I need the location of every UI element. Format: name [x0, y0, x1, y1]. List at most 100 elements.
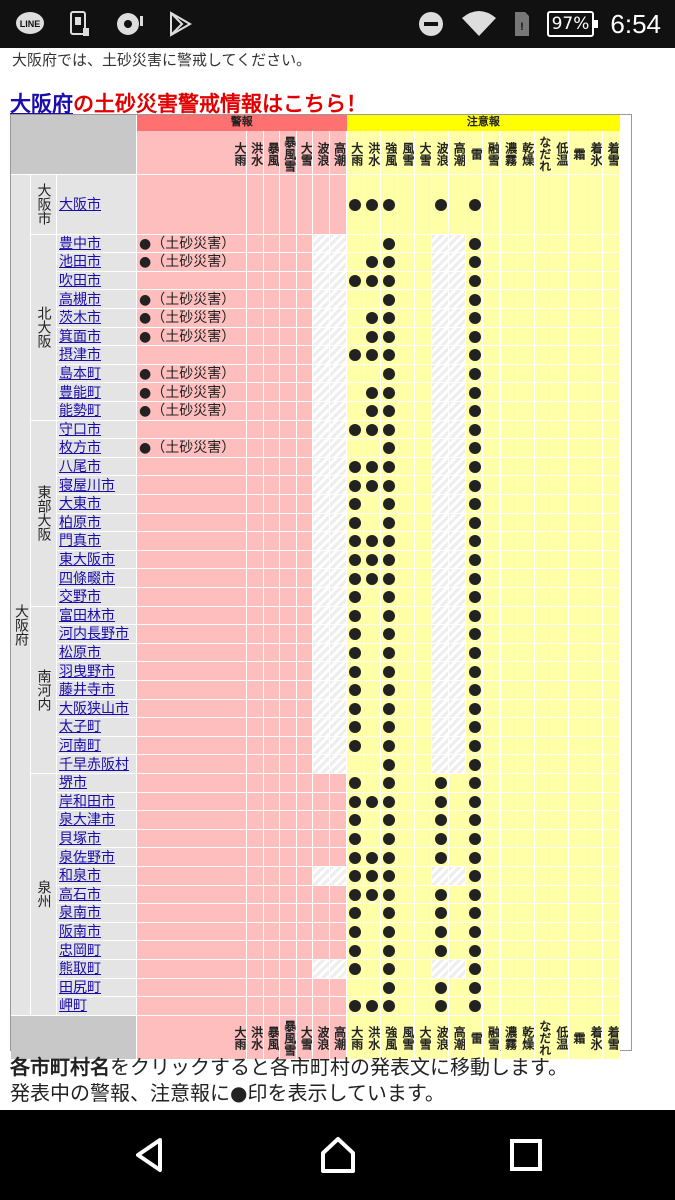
advisory-cell — [551, 680, 569, 700]
advisory-cell — [483, 532, 501, 551]
city-link[interactable]: 高石市 — [59, 886, 101, 903]
back-button[interactable] — [130, 1135, 170, 1175]
city-link[interactable]: 守口市 — [59, 421, 101, 438]
advisory-cell — [517, 848, 535, 867]
city-link[interactable]: 羽曳野市 — [59, 663, 115, 680]
city-link[interactable]: 池田市 — [59, 254, 101, 271]
advisory-cell — [534, 175, 552, 235]
city-link[interactable]: 阪南市 — [59, 924, 101, 941]
city-link[interactable]: 田尻町 — [59, 979, 101, 996]
advisory-cell — [415, 643, 433, 663]
advisory-cell — [586, 234, 604, 254]
city-link[interactable]: 富田林市 — [59, 607, 115, 624]
advisory-cell — [483, 457, 501, 477]
warning-cell — [296, 346, 314, 365]
city-link[interactable]: 能勢町 — [59, 403, 101, 420]
advisory-cell — [551, 848, 569, 867]
city-link[interactable]: 門真市 — [59, 533, 101, 550]
city-link[interactable]: 河南町 — [59, 738, 101, 755]
city-link[interactable]: 四條畷市 — [59, 570, 115, 587]
city-link[interactable]: 枚方市 — [59, 440, 101, 457]
city-link[interactable]: 摂津市 — [59, 347, 101, 364]
city-link[interactable]: 藤井寺市 — [59, 682, 115, 699]
dosha-warning-label: ●（土砂災害） — [139, 328, 236, 345]
city-link[interactable]: 交野市 — [59, 589, 101, 606]
city-link[interactable]: 柏原市 — [59, 514, 101, 531]
home-button[interactable] — [318, 1135, 358, 1175]
city-link[interactable]: 忠岡町 — [59, 942, 101, 959]
bottom-warning-col-1: 洪水 — [247, 1015, 264, 1060]
svg-text:LINE: LINE — [20, 19, 41, 29]
city-cell — [57, 476, 137, 495]
advisory-cell — [432, 606, 450, 626]
city-link[interactable]: 大阪市 — [59, 196, 101, 213]
city-link[interactable]: 泉南市 — [59, 905, 101, 922]
advisory-dot — [383, 795, 396, 808]
advisory-cell — [483, 904, 501, 923]
advisory-cell — [568, 699, 586, 719]
advisory-dot — [468, 237, 481, 250]
advisory-cell — [534, 346, 552, 365]
city-link[interactable]: 堺市 — [59, 775, 87, 792]
warning-cell — [280, 513, 297, 533]
advisory-cell — [363, 494, 381, 514]
warning-cell — [280, 736, 297, 756]
advisory-cell — [586, 643, 604, 663]
city-link[interactable]: 泉佐野市 — [59, 849, 115, 866]
advisory-cell — [586, 606, 604, 626]
city-link[interactable]: 高槻市 — [59, 291, 101, 308]
city-link[interactable]: 大東市 — [59, 496, 101, 513]
top-advisory-col-10: 乾燥 — [517, 131, 535, 175]
recents-button[interactable] — [506, 1135, 546, 1175]
dosha-warning-label: ●（土砂災害） — [139, 366, 236, 383]
advisory-cell — [586, 271, 604, 291]
advisory-dot — [366, 256, 379, 269]
warning-cell — [137, 885, 247, 905]
city-link[interactable]: 大阪狭山市 — [59, 700, 129, 717]
headline-link[interactable]: 大阪府 — [10, 92, 73, 116]
city-cell — [57, 569, 137, 588]
city-cell — [57, 364, 137, 384]
city-link[interactable]: 松原市 — [59, 645, 101, 662]
warning-cell — [137, 625, 247, 644]
advisory-dot — [468, 442, 481, 455]
advisory-cell — [586, 476, 604, 495]
web-content[interactable]: 大阪府では、土砂災害に警戒してください。 大阪府の土砂災害警戒情報はこちら！ 警… — [0, 48, 675, 1110]
advisory-dot — [468, 702, 481, 715]
advisory-cell — [363, 662, 381, 681]
warning-cell — [263, 829, 281, 849]
city-link[interactable]: 千早赤阪村 — [59, 756, 129, 773]
advisory-cell — [517, 829, 535, 849]
city-link[interactable]: 吹田市 — [59, 273, 101, 290]
advisory-cell — [517, 680, 535, 700]
city-link[interactable]: 豊能町 — [59, 384, 101, 401]
city-link[interactable]: 太子町 — [59, 719, 101, 736]
city-link[interactable]: 和泉市 — [59, 868, 101, 885]
advisory-cell — [551, 476, 569, 495]
advisory-cell — [500, 494, 518, 514]
advisory-cell — [551, 755, 569, 774]
advisory-cell — [568, 941, 586, 960]
city-link[interactable]: 熊取町 — [59, 961, 101, 978]
city-link[interactable]: 八尾市 — [59, 459, 101, 476]
city-link[interactable]: 河内長野市 — [59, 626, 129, 643]
city-link[interactable]: 寝屋川市 — [59, 477, 115, 494]
advisory-cell — [534, 253, 552, 272]
warning-cell — [330, 271, 347, 291]
advisory-cell — [586, 736, 604, 756]
city-link[interactable]: 島本町 — [59, 366, 101, 383]
warning-cell — [263, 476, 281, 495]
city-link[interactable]: 岸和田市 — [59, 793, 115, 810]
city-link[interactable]: 東大阪市 — [59, 552, 115, 569]
advisory-cell — [603, 175, 621, 235]
warning-cell — [330, 959, 347, 979]
city-link[interactable]: 泉大津市 — [59, 812, 115, 829]
warning-cell — [313, 941, 330, 960]
city-link[interactable]: 貝塚市 — [59, 831, 101, 848]
city-link[interactable]: 箕面市 — [59, 328, 101, 345]
city-link[interactable]: 豊中市 — [59, 235, 101, 252]
advisory-cell — [449, 587, 467, 607]
city-link[interactable]: 茨木市 — [59, 310, 101, 327]
city-link[interactable]: 岬町 — [59, 998, 87, 1015]
warning-cell — [280, 253, 297, 272]
